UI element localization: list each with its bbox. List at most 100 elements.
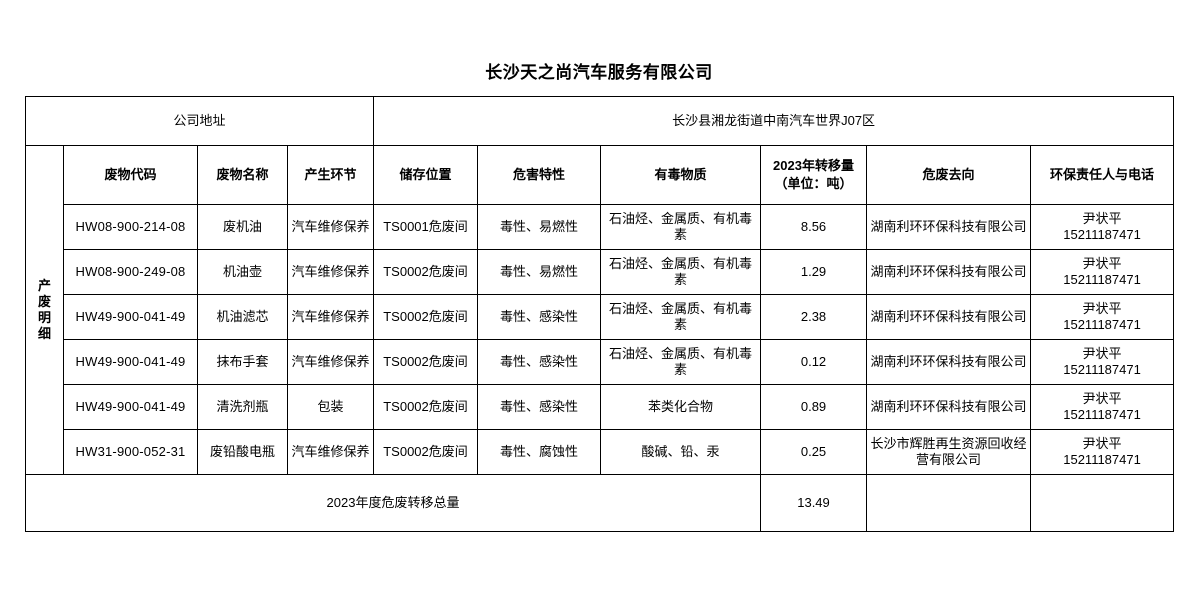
cell-name: 抹布手套: [197, 339, 288, 385]
cell-amount: 1.29: [760, 249, 868, 295]
cell-toxic: 酸碱、铅、汞: [600, 429, 762, 475]
total-amount: 13.49: [760, 474, 868, 532]
cell-code: HW49-900-041-49: [63, 339, 198, 385]
cell-storage: TS0002危废间: [373, 384, 479, 430]
total-responsible-empty: [1030, 474, 1175, 532]
column-header-row: 产 废 明 细 废物代码 废物名称 产生环节 储存位置 危害特性 有毒物质 20…: [25, 145, 1175, 475]
cell-storage: TS0002危废间: [373, 249, 479, 295]
cell-responsible-phone: 15211187471: [1063, 272, 1141, 287]
cell-responsible-name: 尹状平: [1082, 255, 1122, 271]
table-row: HW49-900-041-49 机油滤芯 汽车维修保养 TS0002危废间 毒性…: [26, 294, 1175, 340]
column-header-hazard: 危害特性: [477, 145, 602, 205]
cell-name: 废铅酸电瓶: [197, 429, 288, 475]
total-destination-empty: [866, 474, 1032, 532]
side-label-char-2: 废: [37, 293, 51, 309]
column-header-storage: 储存位置: [373, 145, 479, 205]
column-header-name: 废物名称: [197, 145, 288, 205]
table-row: HW08-900-249-08 机油壶 汽车维修保养 TS0002危废间 毒性、…: [26, 249, 1175, 295]
cell-destination: 湖南利环环保科技有限公司: [866, 204, 1032, 250]
cell-amount: 0.25: [760, 429, 868, 475]
cell-hazard: 毒性、腐蚀性: [477, 429, 602, 475]
cell-destination: 湖南利环环保科技有限公司: [866, 384, 1032, 430]
cell-stage: 包装: [286, 384, 375, 430]
cell-name: 机油壶: [197, 249, 288, 295]
page-title: 长沙天之尚汽车服务有限公司: [485, 63, 713, 82]
cell-name: 机油滤芯: [197, 294, 288, 340]
waste-detail-table: 公司地址 长沙县湘龙街道中南汽车世界J07区 产 废 明 细 废物代码 废物名称…: [24, 96, 1175, 532]
cell-hazard: 毒性、易燃性: [477, 204, 602, 250]
cell-hazard: 毒性、感染性: [477, 384, 602, 430]
cell-responsible-phone: 15211187471: [1063, 452, 1141, 467]
cell-responsible-phone: 15211187471: [1063, 317, 1141, 332]
column-header-responsible: 环保责任人与电话: [1030, 145, 1175, 205]
cell-name: 清洗剂瓶: [197, 384, 288, 430]
cell-hazard: 毒性、感染性: [477, 339, 602, 385]
cell-amount: 2.38: [760, 294, 868, 340]
cell-toxic: 石油烃、金属质、有机毒素: [600, 249, 762, 295]
cell-amount: 0.12: [760, 339, 868, 385]
address-banner-row: 公司地址 长沙县湘龙街道中南汽车世界J07区: [24, 96, 1175, 146]
cell-stage: 汽车维修保养: [286, 294, 375, 340]
table-row: HW08-900-214-08 废机油 汽车维修保养 TS0001危废间 毒性、…: [26, 204, 1175, 250]
cell-destination: 长沙市辉胜再生资源回收经营有限公司: [866, 429, 1032, 475]
cell-stage: 汽车维修保养: [286, 339, 375, 385]
cell-responsible-name: 尹状平: [1082, 390, 1122, 406]
column-header-amount: 2023年转移量 （单位：吨）: [760, 145, 868, 205]
cell-name: 废机油: [197, 204, 288, 250]
cell-responsible: 尹状平 15211187471: [1030, 339, 1175, 385]
cell-responsible: 尹状平 15211187471: [1030, 249, 1175, 295]
side-label-chars: 产 废 明 细: [29, 278, 60, 343]
cell-responsible-phone: 15211187471: [1063, 227, 1141, 242]
cell-toxic: 石油烃、金属质、有机毒素: [600, 204, 762, 250]
cell-toxic: 苯类化合物: [600, 384, 762, 430]
column-header-code: 废物代码: [63, 145, 198, 205]
cell-stage: 汽车维修保养: [286, 249, 375, 295]
address-value: 长沙县湘龙街道中南汽车世界J07区: [373, 96, 1175, 146]
column-header-destination: 危废去向: [866, 145, 1032, 205]
cell-stage: 汽车维修保养: [286, 429, 375, 475]
cell-toxic: 石油烃、金属质、有机毒素: [600, 294, 762, 340]
cell-code: HW49-900-041-49: [63, 384, 198, 430]
cell-toxic: 石油烃、金属质、有机毒素: [600, 339, 762, 385]
cell-destination: 湖南利环环保科技有限公司: [866, 249, 1032, 295]
cell-storage: TS0002危废间: [373, 339, 479, 385]
column-header-amount-line2: （单位：吨）: [774, 176, 853, 191]
side-label-char-3: 明: [37, 310, 51, 325]
cell-storage: TS0001危废间: [373, 204, 479, 250]
column-header-toxic: 有毒物质: [600, 145, 762, 205]
cell-destination: 湖南利环环保科技有限公司: [866, 294, 1032, 340]
column-header-stage: 产生环节: [286, 145, 375, 205]
cell-code: HW08-900-214-08: [63, 204, 198, 250]
total-label: 2023年度危废转移总量: [24, 474, 762, 532]
cell-code: HW31-900-052-31: [63, 429, 198, 475]
cell-responsible: 尹状平 15211187471: [1030, 204, 1175, 250]
total-row: 2023年度危废转移总量 13.49: [24, 474, 1175, 532]
cell-responsible: 尹状平 15211187471: [1030, 384, 1175, 430]
cell-responsible-name: 尹状平: [1082, 300, 1122, 316]
cell-amount: 0.89: [760, 384, 868, 430]
cell-responsible-name: 尹状平: [1082, 345, 1122, 361]
cell-hazard: 毒性、感染性: [477, 294, 602, 340]
cell-code: HW49-900-041-49: [63, 294, 198, 340]
cell-hazard: 毒性、易燃性: [477, 249, 602, 295]
table-row: HW49-900-041-49 抹布手套 汽车维修保养 TS0002危废间 毒性…: [26, 339, 1175, 385]
side-label-waste-detail: 产 废 明 细: [25, 145, 64, 475]
cell-code: HW08-900-249-08: [63, 249, 198, 295]
side-label-char-1: 产: [37, 277, 51, 293]
cell-stage: 汽车维修保养: [286, 204, 375, 250]
table-row: HW31-900-052-31 废铅酸电瓶 汽车维修保养 TS0002危废间 毒…: [26, 429, 1175, 475]
cell-storage: TS0002危废间: [373, 429, 479, 475]
cell-responsible: 尹状平 15211187471: [1030, 429, 1175, 475]
cell-responsible-name: 尹状平: [1082, 435, 1122, 451]
cell-responsible: 尹状平 15211187471: [1030, 294, 1175, 340]
table-row: HW49-900-041-49 清洗剂瓶 包装 TS0002危废间 毒性、感染性…: [26, 384, 1175, 430]
cell-amount: 8.56: [760, 204, 868, 250]
cell-destination: 湖南利环环保科技有限公司: [866, 339, 1032, 385]
column-header-amount-line1: 2023年转移量: [773, 158, 854, 174]
side-label-char-4: 细: [37, 326, 51, 342]
cell-responsible-name: 尹状平: [1082, 210, 1122, 226]
cell-storage: TS0002危废间: [373, 294, 479, 340]
address-label: 公司地址: [24, 96, 375, 146]
cell-responsible-phone: 15211187471: [1063, 407, 1141, 422]
